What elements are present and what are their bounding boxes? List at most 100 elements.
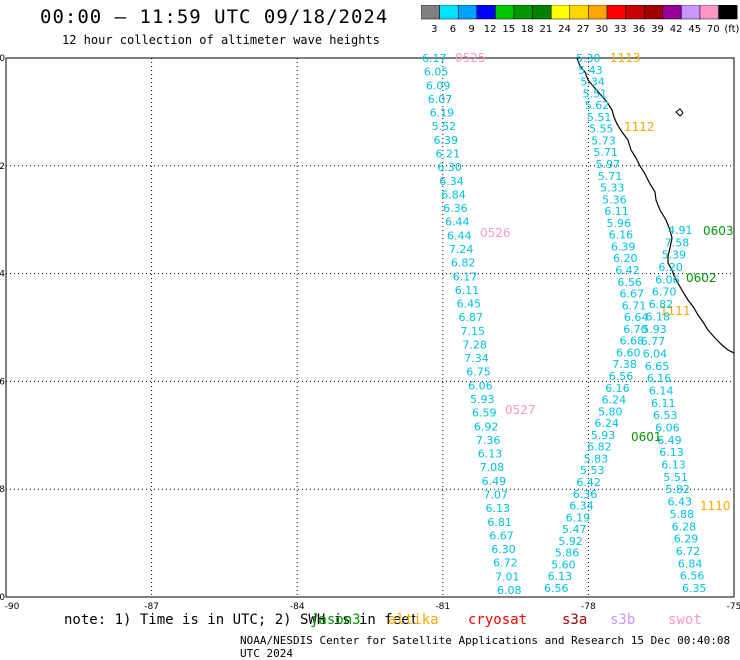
swh-value: 5.36: [602, 193, 627, 206]
swh-value: 6.16: [609, 229, 634, 242]
swh-value: 6.68: [620, 335, 645, 348]
colorbar-label: 9: [468, 24, 474, 35]
swh-value: 6.17: [453, 270, 478, 283]
satellite-legend-item: s3a: [562, 612, 588, 628]
swh-value: 6.34: [439, 175, 464, 188]
satellite-legend-item: altika: [388, 612, 439, 628]
colorbar-label: 15: [502, 24, 515, 35]
swh-value: 6.82: [587, 441, 612, 454]
swh-value: 5.52: [432, 120, 457, 133]
swh-value: 6.71: [622, 299, 647, 312]
swh-value: 5.82: [665, 483, 690, 496]
swh-value: 5.39: [662, 249, 687, 262]
swh-value: 6.42: [576, 476, 601, 489]
swh-value: 6.92: [474, 420, 499, 433]
colorbar-label: 12: [484, 24, 497, 35]
swh-value: 6.87: [459, 311, 484, 324]
swh-value: 6.05: [424, 66, 449, 79]
lon-tick-label: -87: [144, 602, 159, 612]
lat-tick-label: -18: [0, 485, 5, 495]
map-subtitle: 12 hour collection of altimeter wave hei…: [62, 33, 380, 47]
swh-value: 7.28: [462, 338, 487, 351]
lat-tick-label: -14: [0, 270, 5, 280]
swh-value: 6.56: [544, 582, 569, 595]
swh-value: 6.56: [617, 276, 642, 289]
swh-value: 6.72: [676, 545, 701, 558]
colorbar-swatch: [718, 5, 738, 20]
colorbar-label: 39: [651, 24, 664, 35]
colorbar-label: 3: [431, 24, 437, 35]
swh-value: 6.24: [594, 417, 619, 430]
swh-value: 5.73: [591, 134, 616, 147]
swh-value: 6.34: [569, 500, 594, 513]
swh-value: 6.70: [652, 286, 677, 299]
track-time-label: 0601: [631, 430, 662, 444]
swh-value: 7.58: [665, 236, 690, 249]
swh-value: 6.08: [497, 584, 522, 597]
swh-value: 6.67: [620, 288, 645, 301]
swh-value: 6.84: [441, 188, 466, 201]
swh-value: 5.93: [642, 323, 667, 336]
lon-tick-label: -78: [581, 602, 596, 612]
swh-value: 7.38: [612, 358, 637, 371]
swh-value: 6.59: [472, 407, 497, 420]
colorbar-label: 21: [540, 24, 553, 35]
colorbar-label: 70: [707, 24, 720, 35]
swh-value: 5.55: [589, 123, 614, 136]
map-title: 00:00 – 11:59 UTC 09/18/2024: [40, 6, 389, 28]
colorbar-label: 27: [577, 24, 590, 35]
track-time-label: 1113: [610, 51, 641, 65]
swh-value: 7.08: [480, 461, 505, 474]
swh-value: 6.13: [661, 459, 686, 472]
colorbar-label: 42: [670, 24, 683, 35]
swh-value: 5.51: [663, 471, 688, 484]
swh-value: 6.30: [491, 543, 516, 556]
track-time-label: 0603: [703, 224, 734, 238]
island-outline: [675, 108, 684, 117]
swh-value: 5.51: [583, 87, 608, 100]
swh-value: 6.16: [647, 372, 672, 385]
swh-value: 6.45: [457, 298, 482, 311]
swh-value: 6.82: [649, 298, 674, 311]
colorbar-label: 30: [595, 24, 608, 35]
swh-value: 5.83: [584, 452, 609, 465]
swh-value: 5.47: [562, 523, 587, 536]
swh-value: 6.11: [604, 205, 629, 218]
colorbar-label: 45: [688, 24, 701, 35]
swh-value: 6.39: [611, 240, 636, 253]
swh-value: 6.43: [668, 496, 693, 509]
swh-value: 5.92: [558, 535, 583, 548]
swh-value: 6.70: [623, 323, 648, 336]
satellite-legend-item: jason3: [310, 612, 361, 628]
colorbar-label: 36: [633, 24, 646, 35]
swh-value: 6.06: [655, 273, 680, 286]
track-time-label: 0526: [480, 226, 511, 240]
swh-value: 6.16: [605, 382, 630, 395]
satellite-legend-item: cryosat: [468, 612, 528, 628]
swh-value: 6.07: [428, 93, 453, 106]
swh-value: 6.36: [573, 488, 598, 501]
swh-value: 6.42: [615, 264, 640, 277]
swh-value: 5.86: [555, 547, 580, 560]
swh-value: 6.65: [645, 360, 670, 373]
swh-value: 5.96: [606, 217, 631, 230]
map-frame: [5, 57, 735, 598]
swh-value: 6.81: [487, 516, 512, 529]
swh-value: 5.97: [596, 158, 621, 171]
swh-value: 6.20: [613, 252, 638, 265]
swh-value: 5.93: [470, 393, 495, 406]
lon-tick-label: -81: [435, 602, 450, 612]
swh-value: 6.06: [468, 379, 493, 392]
swh-value: 5.53: [580, 464, 605, 477]
swh-value: 6.44: [445, 216, 470, 229]
footer-note: note: 1) Time is in UTC; 2) SWH is in fe…: [64, 612, 419, 628]
swh-value: 5.51: [587, 111, 612, 124]
swh-value: 6.11: [455, 284, 480, 297]
swh-value: 7.15: [460, 325, 485, 338]
swh-value: 6.36: [443, 202, 468, 215]
swh-value: 6.06: [655, 422, 680, 435]
track-time-label: 1111: [660, 304, 691, 318]
swh-value: 7.01: [495, 570, 519, 583]
swh-value: 7.24: [449, 243, 474, 256]
